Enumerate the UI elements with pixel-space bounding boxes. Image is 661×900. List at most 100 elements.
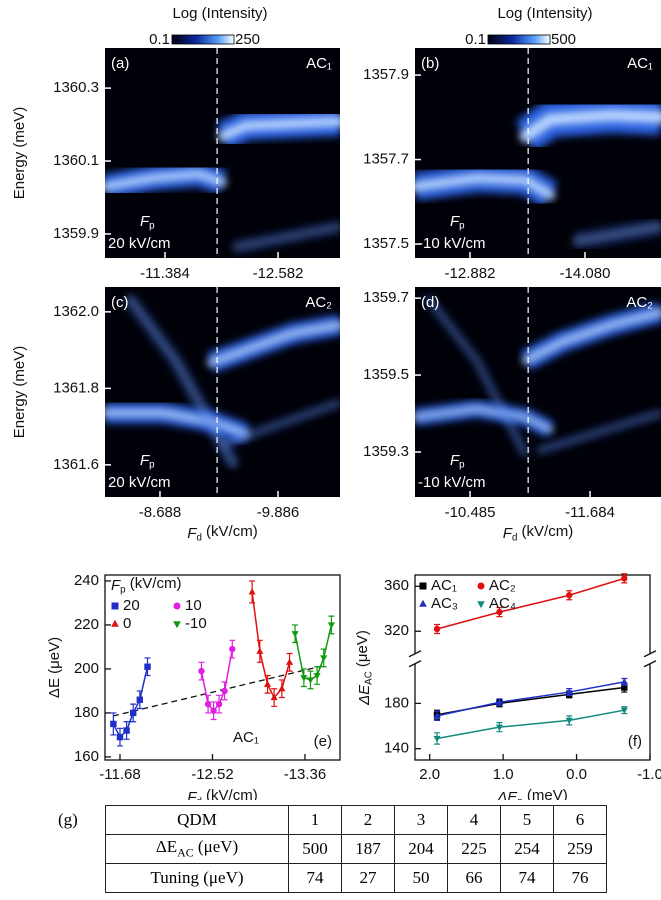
- x-tick-label: -9.886: [257, 504, 300, 521]
- colorbar-tick-label: 250: [235, 31, 260, 48]
- plot-frame: [104, 574, 341, 761]
- table-cell: ΔEAC (μeV): [105, 834, 289, 864]
- series-line: [436, 577, 625, 630]
- data-point: [621, 575, 628, 582]
- intensity-band: [207, 321, 340, 367]
- label-part: (μeV): [193, 837, 239, 857]
- y-tick-label: 320: [384, 622, 409, 639]
- panel-label: (f): [628, 733, 642, 750]
- x-tick-label: -12.582: [253, 265, 304, 282]
- legend-marker: [111, 619, 119, 627]
- fp-label: Fp: [450, 452, 465, 470]
- annotation: AC₂: [626, 294, 653, 311]
- data-point: [496, 608, 503, 616]
- axis-break-mark: [408, 660, 422, 668]
- x-axis-label: Fd (kV/cm): [187, 523, 257, 543]
- table-cell: Tuning (μeV): [105, 863, 289, 893]
- legend-marker: [477, 582, 485, 590]
- label-part: ΔE: [155, 837, 178, 857]
- subscript: d: [196, 532, 201, 543]
- x-tick-label: -1.0: [637, 766, 661, 783]
- intensity-band: [105, 169, 227, 191]
- table-cell: 500: [288, 834, 342, 864]
- x-tick-label: -12.52: [191, 766, 234, 783]
- data-point: [300, 675, 308, 682]
- table-body: QDM 1 2 3 4 5 6 ΔEAC (μeV) 500 187 204 225 254 259 Tun…: [105, 805, 607, 893]
- data-point: [248, 588, 256, 595]
- table-cell: 259: [553, 834, 607, 864]
- heatmap: [415, 48, 661, 258]
- x-axis-label: ΔEp (meV): [496, 787, 568, 800]
- axis-break-mark: [643, 660, 657, 668]
- data-point: [215, 700, 223, 708]
- table-cell: 254: [500, 834, 554, 864]
- data-point: [123, 727, 130, 734]
- table-cell: 76: [553, 863, 607, 893]
- legend-label: AC₂: [489, 577, 516, 594]
- colorbar-tick-label: 0.1: [149, 31, 170, 48]
- series-line: [200, 648, 234, 712]
- legend-label: AC₃: [431, 595, 458, 612]
- label-part: (meV): [523, 787, 568, 800]
- table-cell: 3: [394, 805, 448, 835]
- y-tick-label: 1357.5: [363, 235, 409, 252]
- table: QDM 1 2 3 4 5 6 ΔEAC (μeV) 500 187 204 225 254 259 Tun…: [105, 805, 607, 893]
- table-cell: 74: [288, 863, 342, 893]
- heatmap-background: [415, 48, 661, 258]
- table-label: (g): [58, 810, 78, 829]
- y-tick-label: 160: [74, 748, 99, 765]
- heatmap: [105, 48, 340, 258]
- subscript: p: [149, 459, 155, 470]
- data-point: [320, 655, 328, 662]
- y-tick-label: 140: [384, 740, 409, 757]
- intensity-band: [220, 400, 340, 447]
- label-part: F: [187, 789, 197, 800]
- y-tick-label: 1362.0: [53, 303, 99, 320]
- series-line: [436, 681, 625, 717]
- colorbar-tick-label: 500: [551, 31, 576, 48]
- table-cell: 5: [500, 805, 554, 835]
- table-cell: 50: [394, 863, 448, 893]
- data-point: [198, 667, 205, 675]
- subscript: p: [149, 220, 155, 231]
- y-tick-label: 240: [74, 572, 99, 589]
- y-tick-label: 1357.9: [363, 66, 409, 83]
- panel-label: (e): [314, 733, 332, 750]
- y-tick-label: 180: [74, 704, 99, 721]
- x-tick-label: 0.0: [566, 766, 587, 783]
- x-tick-label: -13.36: [284, 766, 327, 783]
- heatmap: [105, 287, 340, 497]
- data-point: [221, 687, 228, 695]
- data-point: [136, 696, 143, 703]
- intensity-band: [217, 116, 340, 141]
- data-point: [620, 707, 628, 715]
- table-cell: 1: [288, 805, 342, 835]
- table-row: Tuning (μeV) 74 27 50 66 74 76: [105, 863, 607, 893]
- data-point: [327, 622, 335, 629]
- label-part: (kV/cm): [517, 523, 573, 540]
- table-row: QDM 1 2 3 4 5 6: [105, 805, 607, 835]
- data-point: [210, 707, 217, 714]
- table-cell: 74: [500, 863, 554, 893]
- y-tick-label: 1361.6: [53, 456, 99, 473]
- data-point: [433, 735, 441, 743]
- data-point: [565, 717, 573, 725]
- label-part: F: [111, 577, 121, 594]
- data-point: [229, 645, 236, 653]
- fp-value: -10 kV/cm: [418, 235, 486, 252]
- table-cell: 204: [394, 834, 448, 864]
- y-tick-label: 1359.3: [363, 443, 409, 460]
- label-part: (kV/cm): [126, 575, 182, 592]
- intensity-band: [571, 223, 661, 245]
- y-axis-label: ΔE (μeV): [46, 637, 63, 698]
- x-tick-label: -10.485: [445, 504, 496, 521]
- legend-marker: [173, 602, 181, 610]
- legend-label: 0: [123, 615, 131, 632]
- x-axis-label: Fd (kV/cm): [187, 787, 257, 800]
- fp-label: Fp: [450, 213, 465, 231]
- legend-label: AC₁: [431, 577, 457, 594]
- trend-line: [112, 665, 323, 717]
- colorbar-tick-label: 0.1: [465, 31, 486, 48]
- subscript: p: [120, 584, 126, 595]
